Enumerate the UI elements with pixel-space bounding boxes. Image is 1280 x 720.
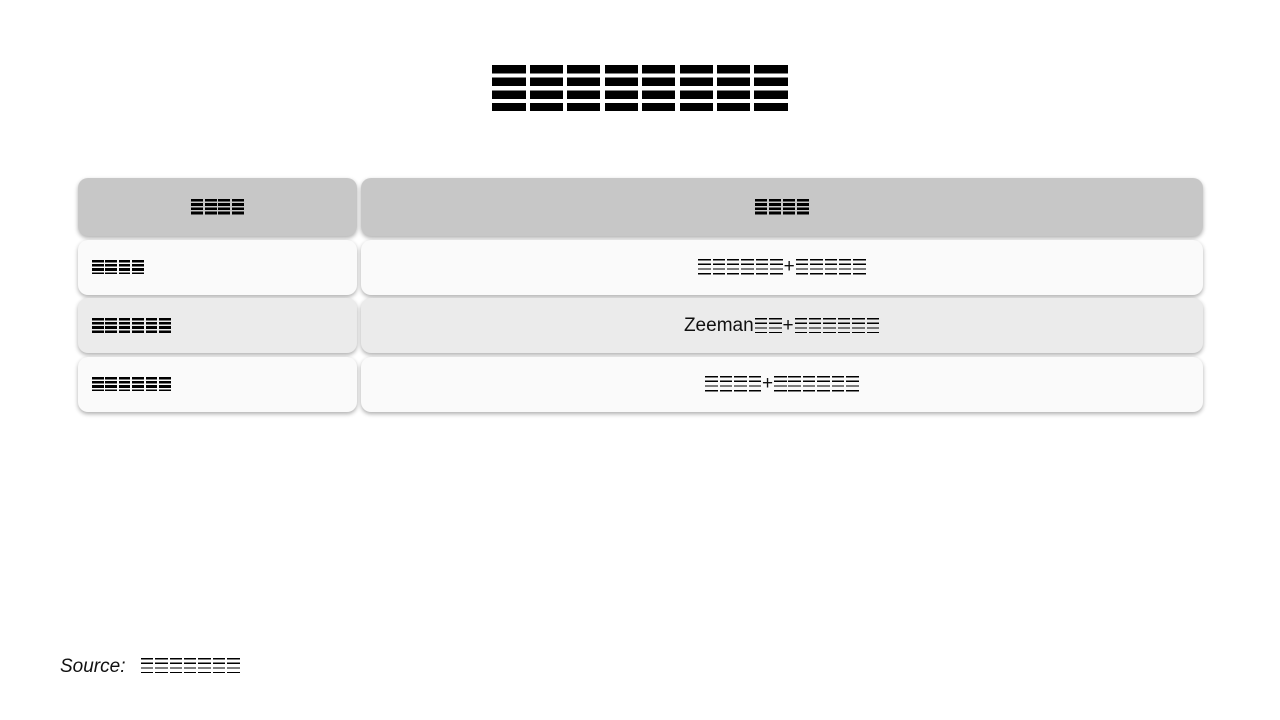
cjk-placeholder-glyph (802, 376, 816, 392)
cjk-placeholder-glyph (232, 199, 245, 215)
cjk-placeholder-glyph (755, 259, 769, 275)
cjk-placeholder-glyph (155, 657, 168, 674)
cjk-placeholder-glyph (169, 657, 183, 674)
table-row-2-label (78, 298, 357, 353)
source-label: Source: (60, 656, 126, 677)
cjk-placeholder-glyph (838, 259, 852, 275)
cjk-placeholder-glyph (717, 64, 751, 112)
cjk-placeholder-glyph (782, 199, 795, 215)
cjk-placeholder-glyph (91, 376, 104, 392)
cjk-placeholder-glyph (796, 199, 809, 215)
cjk-placeholder-glyph (726, 259, 740, 275)
cjk-placeholder-glyph (808, 317, 822, 334)
cjk-placeholder-glyph (852, 317, 865, 334)
cjk-placeholder-glyph (754, 317, 768, 334)
cjk-placeholder-glyph (853, 259, 866, 275)
cjk-placeholder-glyph (91, 259, 104, 275)
cjk-placeholder-glyph (183, 657, 197, 674)
cjk-placeholder-glyph (795, 259, 809, 275)
cjk-placeholder-glyph (145, 376, 158, 392)
page-title (0, 62, 1280, 118)
cjk-placeholder-glyph (198, 657, 211, 674)
cjk-placeholder-glyph (810, 259, 823, 275)
cjk-placeholder-glyph (679, 64, 713, 112)
cjk-placeholder-glyph (769, 199, 782, 215)
cjk-placeholder-glyph (866, 317, 880, 334)
table-row-3-value: + (361, 356, 1203, 412)
cjk-placeholder-glyph (769, 317, 782, 334)
cjk-placeholder-glyph (824, 259, 838, 275)
cjk-placeholder-glyph (831, 376, 845, 392)
source-text (140, 656, 241, 677)
cjk-placeholder-glyph (567, 64, 601, 112)
cjk-placeholder-glyph (159, 376, 171, 392)
cjk-placeholder-glyph (734, 376, 747, 392)
cjk-placeholder-glyph (212, 657, 226, 674)
cjk-placeholder-glyph (218, 199, 231, 215)
cjk-placeholder-glyph (140, 657, 154, 674)
comparison-table: + Zeeman + + (78, 178, 1203, 412)
cjk-placeholder-glyph (132, 376, 144, 392)
table-row-3-label (78, 356, 357, 412)
cjk-placeholder-glyph (754, 64, 788, 112)
cjk-placeholder-glyph (132, 318, 144, 333)
source-note: Source: (60, 656, 241, 678)
cjk-placeholder-glyph (837, 317, 851, 334)
cjk-placeholder-glyph (788, 376, 802, 392)
cjk-placeholder-glyph (846, 376, 859, 392)
table-header-cell-left (78, 178, 357, 236)
cjk-placeholder-glyph (719, 376, 733, 392)
cjk-placeholder-glyph (492, 64, 526, 112)
cjk-placeholder-glyph (132, 259, 144, 275)
cjk-placeholder-glyph (817, 376, 830, 392)
cjk-placeholder-glyph (794, 317, 808, 334)
cjk-placeholder-glyph (770, 259, 783, 275)
table-row-1-label (78, 239, 357, 295)
table-row-2-value: Zeeman + (361, 298, 1203, 353)
cjk-placeholder-glyph (698, 259, 711, 275)
cjk-placeholder-glyph (105, 318, 117, 333)
cjk-placeholder-glyph (105, 376, 117, 392)
table-header-cell-right (361, 178, 1203, 236)
cjk-placeholder-glyph (529, 64, 563, 112)
cjk-placeholder-glyph (755, 199, 768, 215)
cjk-placeholder-glyph (774, 376, 787, 392)
cjk-placeholder-glyph (823, 317, 836, 334)
cjk-placeholder-glyph (748, 376, 762, 392)
cjk-placeholder-glyph (712, 259, 726, 275)
cjk-placeholder-glyph (642, 64, 676, 112)
cjk-placeholder-glyph (705, 376, 718, 392)
table-row-1-value: + (361, 239, 1203, 295)
cjk-placeholder-glyph (118, 376, 131, 392)
cjk-placeholder-glyph (190, 199, 203, 215)
cjk-placeholder-glyph (204, 199, 217, 215)
cjk-placeholder-glyph (741, 259, 754, 275)
cjk-placeholder-glyph (118, 259, 131, 275)
cjk-placeholder-glyph (604, 64, 638, 112)
cjk-placeholder-glyph (105, 259, 117, 275)
cjk-placeholder-glyph (118, 318, 131, 333)
cjk-placeholder-glyph (227, 657, 240, 674)
cjk-placeholder-glyph (145, 318, 158, 333)
cjk-placeholder-glyph (159, 318, 171, 333)
cjk-placeholder-glyph (91, 318, 104, 333)
